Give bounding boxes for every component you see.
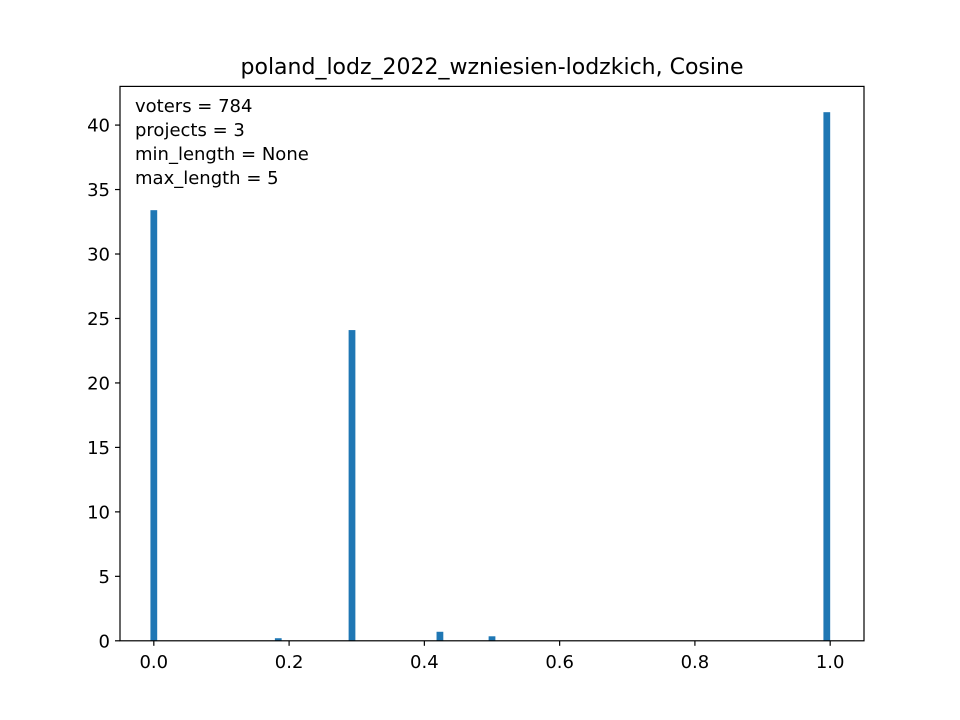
x-tick-label: 0.0 (139, 652, 168, 673)
x-tick-label: 0.2 (275, 652, 304, 673)
x-tick-label: 1.0 (816, 652, 845, 673)
y-axis: 0 5 10 15 20 25 30 35 40 (87, 116, 120, 652)
histogram-bar (436, 631, 444, 641)
y-tick-label: 35 (87, 180, 110, 201)
y-tick-label: 30 (87, 245, 110, 266)
histogram-bar (488, 636, 496, 641)
x-tick-label: 0.4 (410, 652, 439, 673)
y-tick-label: 40 (87, 116, 110, 137)
histogram-bar (150, 210, 158, 641)
plot-frame (119, 85, 865, 642)
histogram-bar (823, 112, 831, 641)
annotation-line: voters = 784 (135, 96, 252, 117)
y-tick-label: 15 (87, 438, 110, 459)
x-tick-label: 0.6 (545, 652, 574, 673)
chart-title: poland_lodz_2022_wzniesien-lodzkich, Cos… (241, 55, 744, 80)
x-tick-label: 0.8 (681, 652, 710, 673)
y-tick-label: 20 (87, 373, 110, 394)
bars-layer (150, 112, 831, 641)
annotation-line: min_length = None (135, 144, 309, 165)
histogram-bar (348, 330, 356, 641)
y-tick-label: 0 (99, 631, 110, 652)
y-tick-label: 25 (87, 309, 110, 330)
annotation-line: max_length = 5 (135, 168, 279, 189)
histogram-bar (274, 638, 282, 641)
stats-annotation: voters = 784 projects = 3 min_length = Non… (135, 96, 309, 189)
x-axis: 0.0 0.2 0.4 0.6 0.8 1.0 (139, 640, 845, 673)
y-tick-label: 5 (99, 567, 110, 588)
annotation-line: projects = 3 (135, 120, 245, 141)
y-tick-label: 10 (87, 502, 110, 523)
